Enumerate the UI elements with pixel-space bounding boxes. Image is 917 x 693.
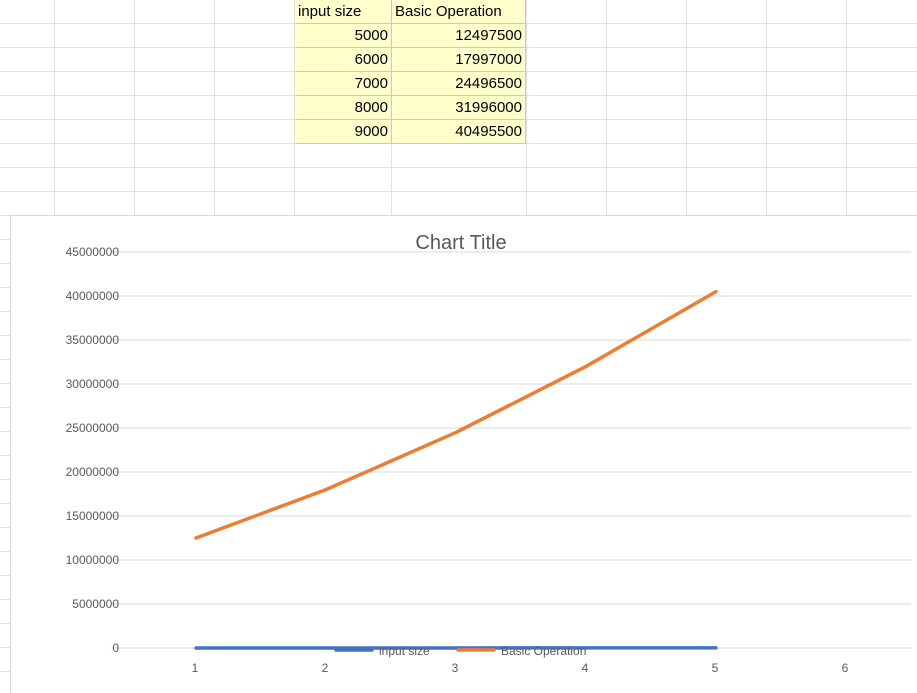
- y-tick-label: 15000000: [66, 509, 120, 523]
- cell-basic-operation[interactable]: 12497500: [392, 24, 526, 48]
- cell-basic-operation[interactable]: 17997000: [392, 48, 526, 72]
- x-tick-label: 2: [322, 661, 329, 675]
- cell-input-size[interactable]: 7000: [295, 72, 392, 96]
- data-point[interactable]: [714, 290, 718, 294]
- y-tick-label: 45000000: [66, 245, 120, 259]
- cell-input-size[interactable]: 5000: [295, 24, 392, 48]
- cell-basic-operation[interactable]: 24496500: [392, 72, 526, 96]
- chart-gridlines: [111, 251, 911, 649]
- x-tick-label: 1: [192, 661, 199, 675]
- y-tick-label: 25000000: [66, 421, 120, 435]
- cell-basic-operation[interactable]: 31996000: [392, 96, 526, 120]
- data-point[interactable]: [324, 488, 328, 492]
- y-tick-label: 35000000: [66, 333, 120, 347]
- data-point[interactable]: [454, 646, 458, 650]
- data-point[interactable]: [454, 430, 458, 434]
- header-cell-input-size[interactable]: input size: [295, 0, 392, 24]
- cell-input-size[interactable]: 9000: [295, 120, 392, 144]
- y-tick-label: 40000000: [66, 289, 120, 303]
- y-tick-label: 20000000: [66, 465, 120, 479]
- cell-input-size[interactable]: 8000: [295, 96, 392, 120]
- cell-input-size[interactable]: 6000: [295, 48, 392, 72]
- y-axis-ticks: 0 5000000 10000000 15000000 20000000 25000000…: [66, 245, 120, 655]
- data-point[interactable]: [194, 536, 198, 540]
- x-tick-label: 5: [712, 661, 719, 675]
- chart-canvas: 0 5000000 10000000 15000000 20000000 25000000…: [66, 232, 911, 675]
- data-point[interactable]: [714, 646, 718, 650]
- legend-label[interactable]: input size: [379, 644, 430, 658]
- series-line-basic-operation[interactable]: [194, 289, 718, 540]
- data-point[interactable]: [584, 364, 588, 368]
- x-axis-ticks: 1 2 3 4 5 6: [192, 661, 849, 675]
- x-tick-label: 6: [842, 661, 849, 675]
- y-tick-label: 0: [112, 641, 119, 655]
- data-point[interactable]: [324, 646, 328, 650]
- x-tick-label: 3: [452, 661, 459, 675]
- legend-label[interactable]: Basic Operation: [501, 644, 586, 658]
- chart-title[interactable]: Chart Title: [415, 232, 506, 254]
- y-tick-label: 5000000: [72, 597, 119, 611]
- line-chart[interactable]: 0 5000000 10000000 15000000 20000000 25000000…: [10, 215, 917, 693]
- header-cell-basic-operation[interactable]: Basic Operation: [392, 0, 526, 24]
- chart-legend[interactable]: input size Basic Operation: [334, 644, 586, 658]
- cell-basic-operation[interactable]: 40495500: [392, 120, 526, 144]
- chart-series: [194, 289, 718, 650]
- data-point[interactable]: [194, 646, 198, 650]
- data-point[interactable]: [584, 646, 588, 650]
- x-tick-label: 4: [582, 661, 589, 675]
- y-tick-label: 30000000: [66, 377, 120, 391]
- y-tick-label: 10000000: [66, 553, 120, 567]
